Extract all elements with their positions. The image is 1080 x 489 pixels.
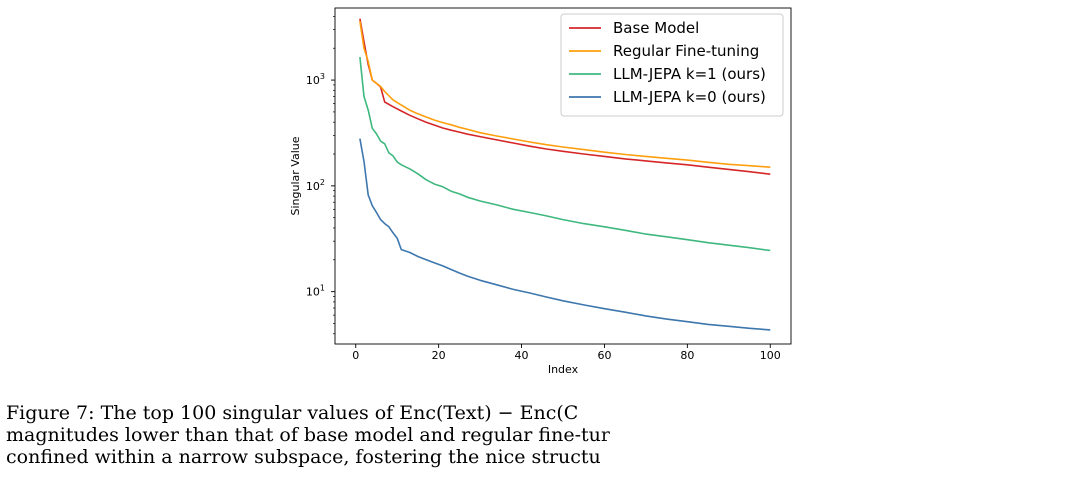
series-line-3 [359,57,771,252]
legend: Base Model Regular Fine-tuning LLM-JEPA k=… [560,13,784,117]
caption-text-1: The top 100 singular values of Enc(Text)… [100,402,579,424]
x-tick-label: 0 [352,349,359,362]
y-tick-label: 103 [306,72,325,87]
legend-box [560,13,784,117]
caption-line-3: confined within a narrow subspace, foste… [6,446,601,468]
legend-label-1: Base Model [613,19,699,37]
x-axis-label: Index [548,363,579,376]
y-axis-label: Singular Value [289,136,302,215]
legend-label-3: LLM-JEPA k=1 (ours) [613,65,766,83]
x-tick-label: 60 [597,349,611,362]
singular-values-chart: 0 20 40 60 80 100 101 102 103 Index Singular Value… [289,7,792,376]
series-line-4 [359,138,771,331]
y-tick-label: 101 [306,284,325,299]
x-tick-label: 20 [432,349,446,362]
legend-label-4: LLM-JEPA k=0 (ours) [613,88,766,106]
plot-frame [334,7,792,345]
series-line-1 [359,18,771,175]
caption-line-1: Figure 7: The top 100 singular values of… [6,402,1074,424]
legend-label-2: Regular Fine-tuning [613,42,759,60]
x-tick-label: 40 [515,349,529,362]
series-line-2 [359,21,771,168]
figure-caption: Figure 7: The top 100 singular values of… [6,402,1074,468]
x-tick-label: 100 [760,349,781,362]
caption-fade-overlay [600,400,1080,489]
axes: 0 20 40 60 80 100 101 102 103 Index Singular Value [289,7,792,376]
series-lines [359,18,771,331]
caption-line-2: magnitudes lower than that of base model… [6,424,610,446]
x-tick-label: 80 [680,349,694,362]
y-tick-label: 102 [306,178,325,193]
caption-figure-label: Figure 7: [6,402,101,424]
